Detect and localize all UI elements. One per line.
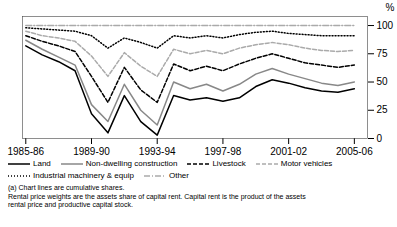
html-text:Other: Other (169, 171, 189, 180)
svg-text:75: 75 (377, 48, 389, 59)
html-text:Livestock: Livestock (212, 159, 246, 168)
svg-text:1993-94: 1993-94 (139, 146, 176, 157)
svg-text:25: 25 (377, 104, 389, 115)
svg-text:2005-06: 2005-06 (336, 146, 373, 157)
html-text:Land: Land (33, 159, 51, 168)
svg-text:1997-98: 1997-98 (205, 146, 242, 157)
svg-text:%: % (386, 2, 395, 13)
svg-text:1985-86: 1985-86 (7, 146, 44, 157)
html-text:Motor vehicles: Motor vehicles (280, 159, 333, 168)
svg-text:0: 0 (377, 133, 383, 144)
html-text:Non-dwelling construction: Non-dwelling construction (85, 159, 178, 168)
html-text:Rental price weights are the a: Rental price weights are the assets shar… (8, 192, 306, 200)
svg-text:50: 50 (377, 76, 389, 87)
html-text:(a) Chart lines are cumulative: (a) Chart lines are cumulative shares. (8, 184, 125, 191)
svg-text:2001-02: 2001-02 (270, 146, 307, 157)
html-text:rental price and productive ca: rental price and productive capital stoc… (8, 201, 133, 208)
html-text:Industrial machinery & equip: Industrial machinery & equip (33, 171, 134, 180)
svg-text:1989-90: 1989-90 (73, 146, 110, 157)
svg-text:100: 100 (377, 20, 394, 31)
